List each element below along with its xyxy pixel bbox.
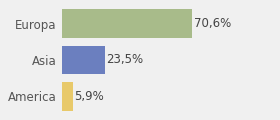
Text: 70,6%: 70,6% bbox=[193, 17, 231, 30]
Bar bbox=[62, 46, 105, 74]
Bar bbox=[62, 9, 192, 38]
Text: 5,9%: 5,9% bbox=[74, 90, 104, 103]
Bar bbox=[62, 82, 73, 111]
Text: 23,5%: 23,5% bbox=[106, 54, 144, 66]
